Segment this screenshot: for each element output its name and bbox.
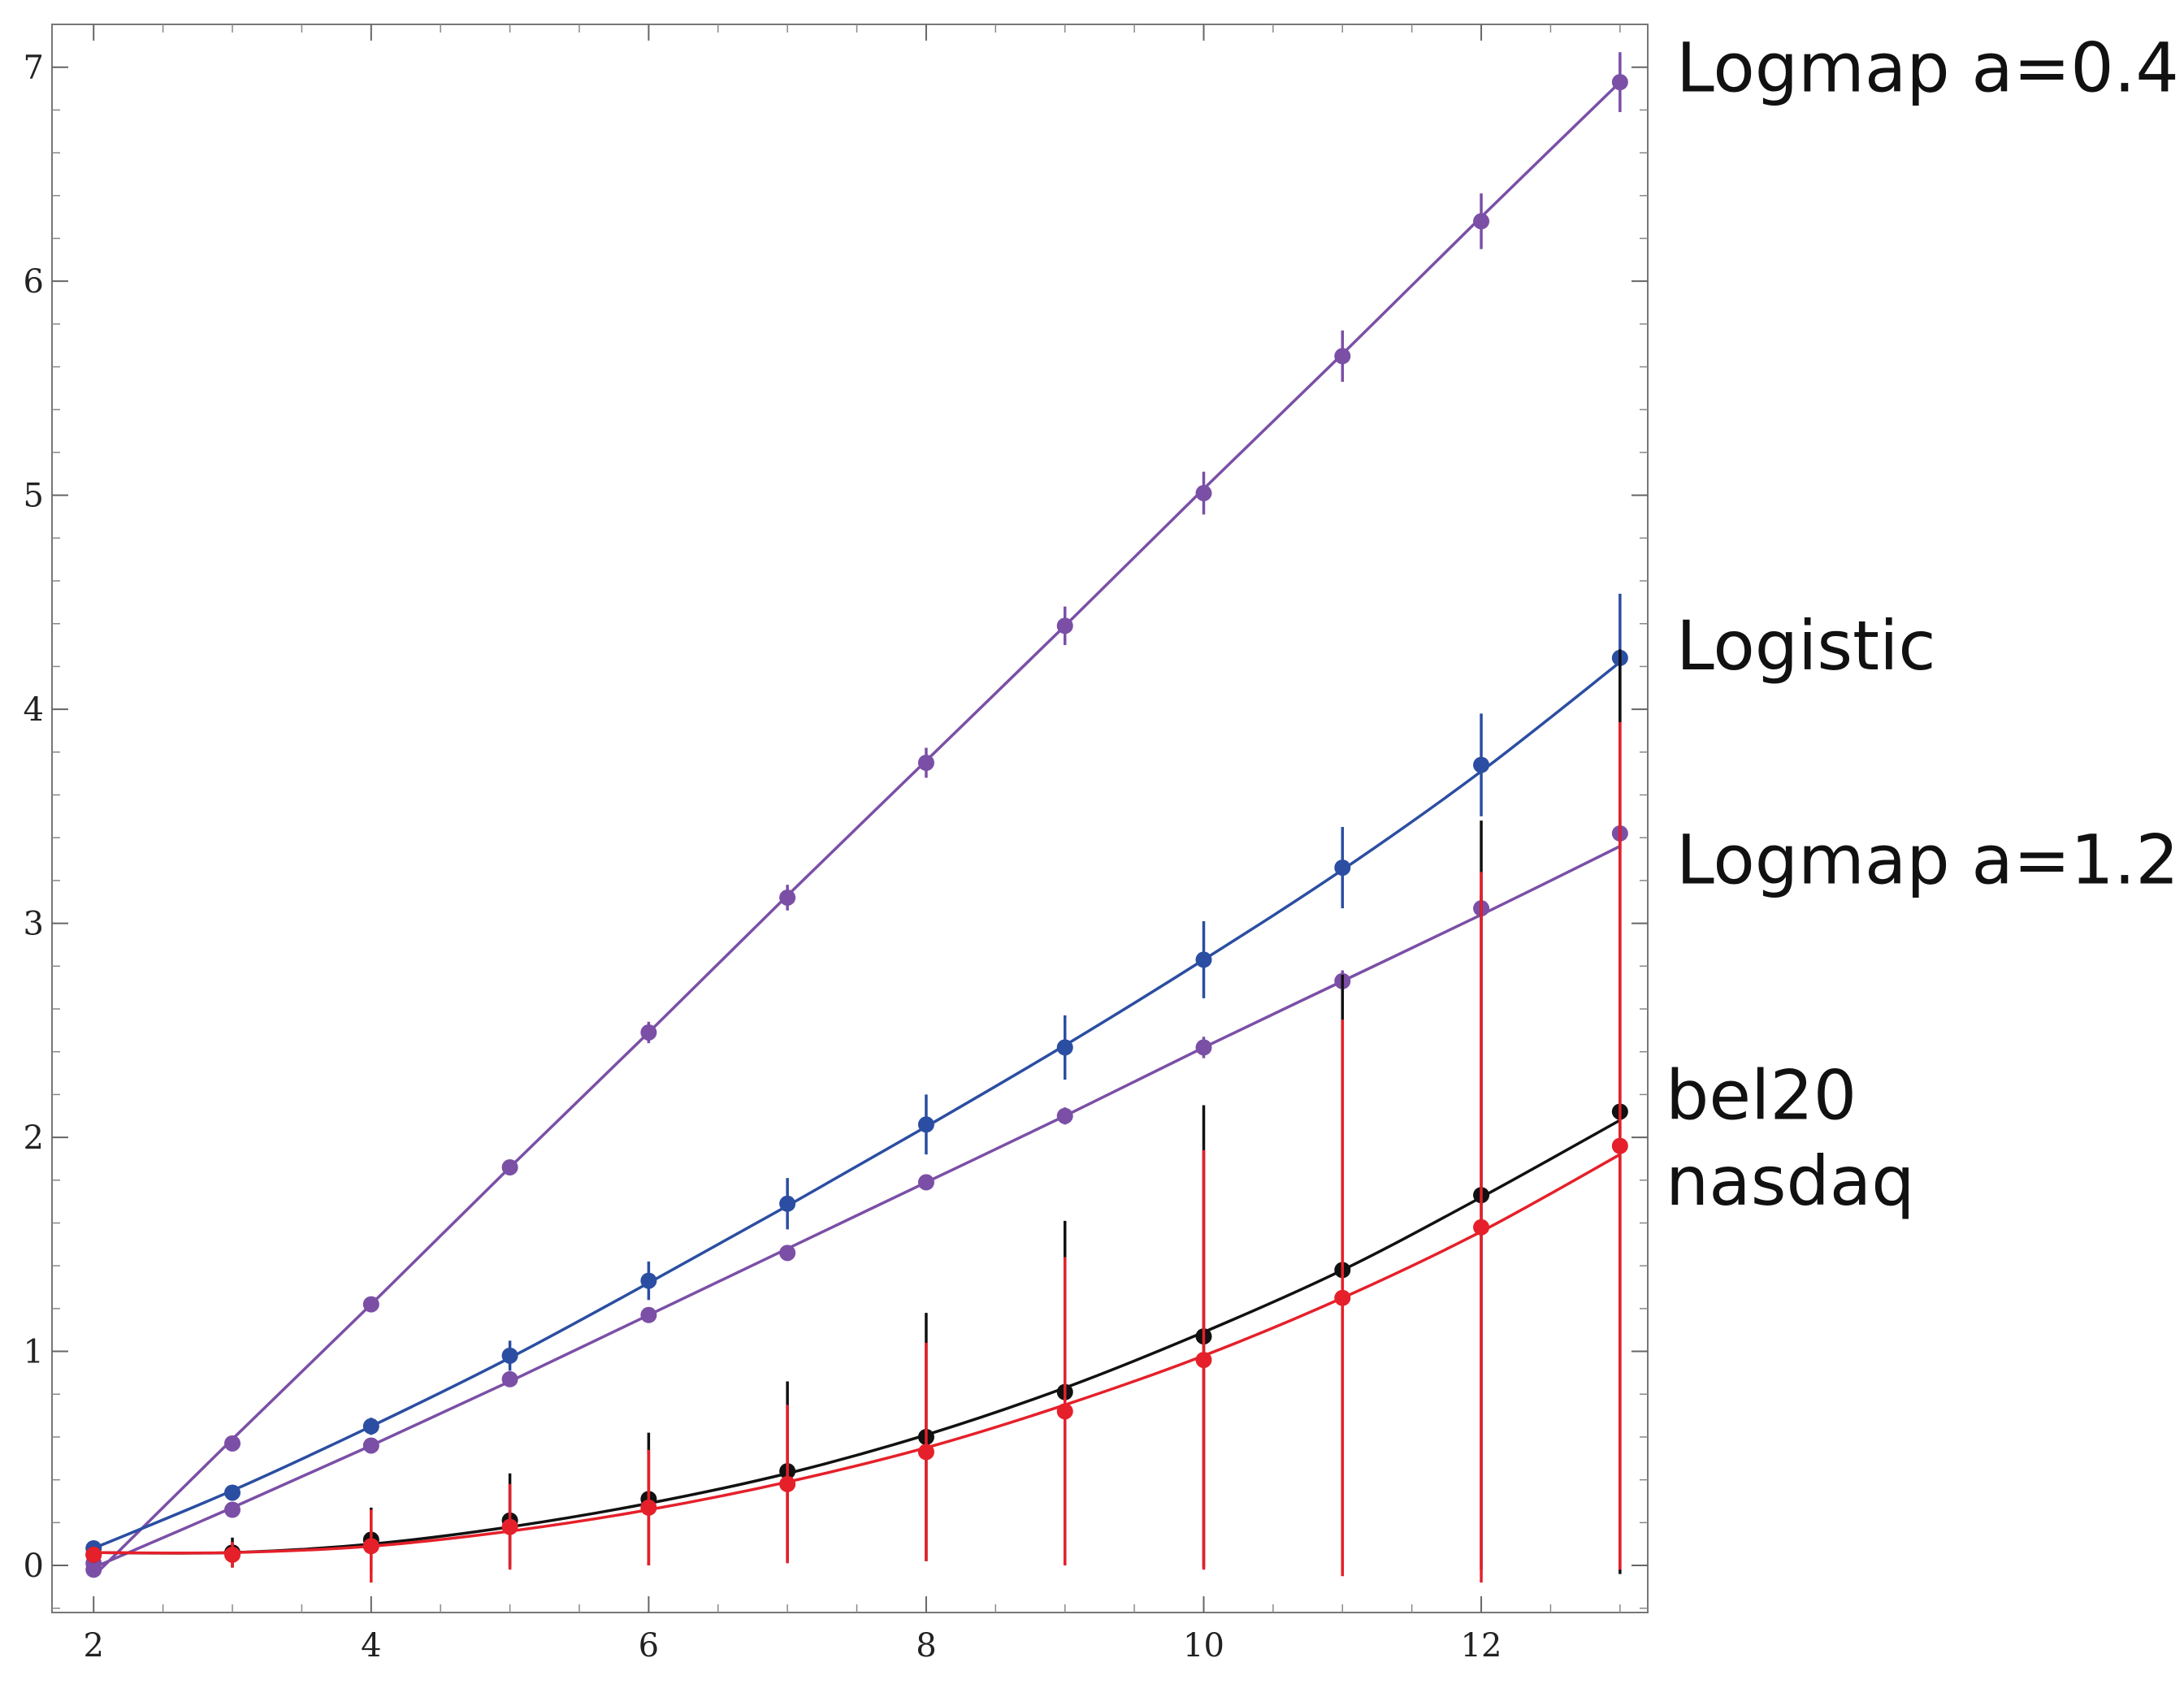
- data-point-logmap-a-0-4: [1334, 348, 1351, 365]
- data-point-logmap-a-1-2: [362, 1437, 379, 1454]
- fit-line-bel20: [93, 1119, 1621, 1555]
- legend-label-logmap-a-0-4: Logmap a=0.4: [1676, 28, 2179, 108]
- data-point-logmap-a-0-4: [1056, 617, 1073, 634]
- y-tick-labels: 0 1 2 3 4 5 6 7: [24, 50, 44, 1585]
- data-point-logmap-a-1-2: [779, 1245, 796, 1262]
- x-tick-label: 4: [361, 1627, 381, 1665]
- data-point-nasdaq: [501, 1518, 518, 1535]
- data-point-logmap-a-0-4: [779, 889, 796, 906]
- major-ticks: [52, 24, 1648, 1613]
- y-tick-label: 0: [24, 1548, 44, 1585]
- y-tick-label: 5: [24, 478, 44, 515]
- y-tick-label: 4: [24, 691, 44, 729]
- data-point-logistic: [1473, 756, 1490, 773]
- series-logistic: [85, 593, 1628, 1556]
- data-point-logistic: [779, 1195, 796, 1212]
- legend-label-logistic: Logistic: [1676, 606, 1936, 686]
- y-tick-label: 3: [24, 906, 44, 943]
- data-point-nasdaq: [779, 1475, 796, 1492]
- data-point-logmap-a-1-2: [501, 1370, 518, 1387]
- data-point-logmap-a-1-2: [1195, 1039, 1212, 1056]
- data-point-nasdaq: [917, 1444, 934, 1461]
- fit-line-logistic: [93, 660, 1621, 1550]
- legend-label-nasdaq: nasdaq: [1666, 1141, 1915, 1221]
- data-point-logmap-a-0-4: [501, 1158, 518, 1175]
- legend-layer: Logmap a=0.4 Logistic Logmap a=1.2 bel20nas…: [1666, 28, 2179, 1221]
- data-point-logmap-a-0-4: [1473, 213, 1490, 230]
- data-point-nasdaq: [362, 1538, 379, 1555]
- data-point-logistic: [1334, 859, 1351, 877]
- series-bel20: [85, 649, 1628, 1574]
- data-point-nasdaq: [640, 1499, 657, 1516]
- data-point-logistic: [640, 1272, 657, 1289]
- y-tick-label: 6: [24, 263, 44, 301]
- data-point-logmap-a-1-2: [640, 1306, 657, 1323]
- data-point-logmap-a-0-4: [640, 1024, 657, 1041]
- data-point-logistic: [224, 1484, 241, 1501]
- data-point-nasdaq: [224, 1546, 241, 1563]
- data-point-logmap-a-0-4: [224, 1435, 241, 1452]
- fit-line-nasdaq: [93, 1153, 1621, 1555]
- y-tick-label: 2: [24, 1119, 44, 1157]
- plot-frame: [51, 24, 1649, 1613]
- legend-label-bel20: bel20: [1666, 1055, 1857, 1135]
- series-logmap-a-1-2: [85, 818, 1628, 1572]
- data-point-logmap-a-1-2: [917, 1174, 934, 1191]
- data-point-nasdaq: [1611, 1137, 1628, 1154]
- series-nasdaq: [85, 721, 1628, 1583]
- data-point-nasdaq: [1473, 1219, 1490, 1236]
- x-tick-label: 12: [1461, 1627, 1502, 1665]
- data-point-logmap-a-0-4: [362, 1296, 379, 1313]
- x-tick-label: 8: [916, 1627, 936, 1665]
- y-tick-label: 1: [24, 1334, 44, 1371]
- data-point-logistic: [1056, 1039, 1073, 1056]
- data-point-logmap-a-0-4: [917, 754, 934, 771]
- data-point-nasdaq: [1334, 1289, 1351, 1306]
- data-point-logistic: [917, 1116, 934, 1133]
- data-point-logmap-a-1-2: [224, 1501, 241, 1518]
- data-point-logmap-a-0-4: [1195, 485, 1212, 502]
- fit-line-logmap-a-0-4: [93, 80, 1622, 1578]
- data-point-nasdaq: [1056, 1403, 1073, 1420]
- data-point-logmap-a-0-4: [1611, 74, 1628, 91]
- data-point-logmap-a-1-2: [1056, 1107, 1073, 1124]
- data-point-nasdaq: [85, 1546, 102, 1563]
- y-tick-label: 7: [24, 50, 44, 87]
- x-tick-labels: 2 4 6 8 10 12: [84, 1627, 1502, 1665]
- data-point-logistic: [1195, 951, 1212, 968]
- x-tick-label: 6: [639, 1627, 659, 1665]
- data-point-logistic: [501, 1347, 518, 1364]
- series-logmap-a-0-4: [85, 52, 1628, 1578]
- legend-label-logmap-a-1-2: Logmap a=1.2: [1676, 820, 2179, 900]
- fit-line-logmap-a-1-2: [93, 845, 1621, 1569]
- data-point-nasdaq: [1195, 1352, 1212, 1369]
- x-tick-label: 2: [84, 1627, 104, 1665]
- data-point-logistic: [362, 1418, 379, 1435]
- series-layer: [85, 52, 1628, 1583]
- x-tick-label: 10: [1183, 1627, 1224, 1665]
- minor-ticks: [52, 24, 1648, 1613]
